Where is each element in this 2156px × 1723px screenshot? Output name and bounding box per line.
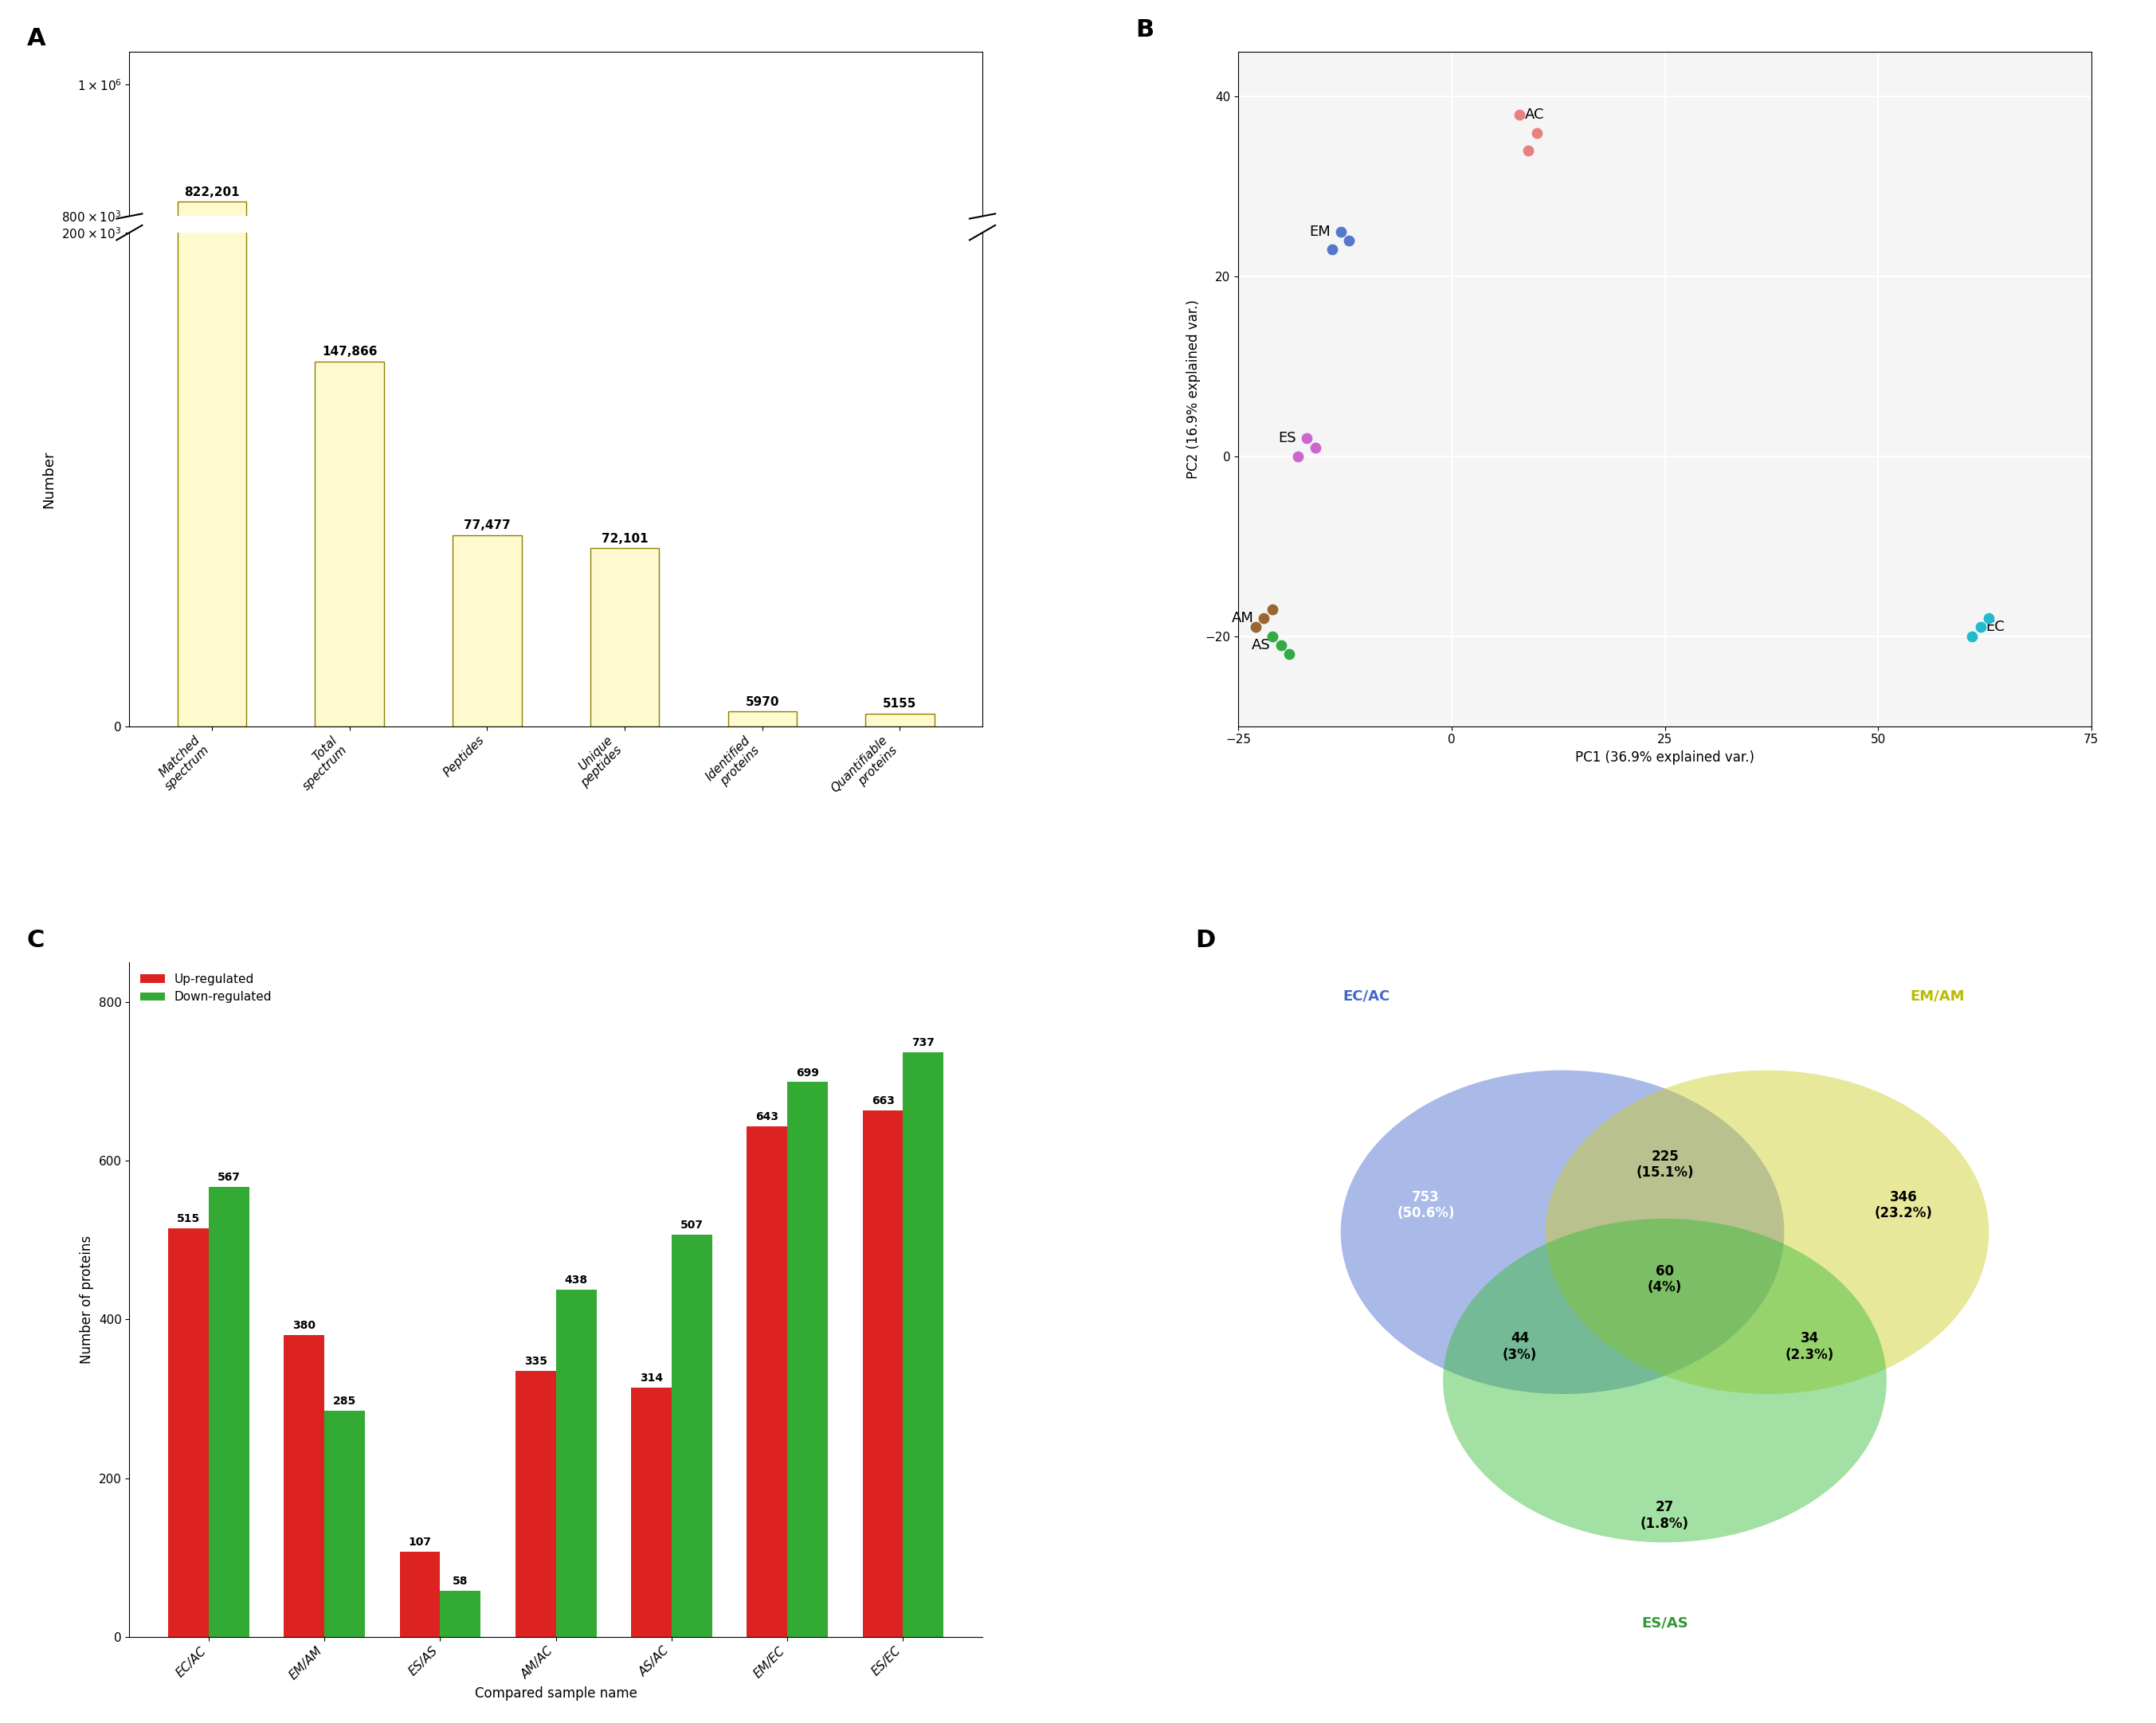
Text: 663: 663 [871,1096,895,1106]
Text: 515: 515 [177,1213,201,1225]
Bar [315,646,384,743]
Text: EM/AM: EM/AM [1910,989,1964,1003]
Text: AC: AC [1524,107,1544,122]
Ellipse shape [1442,1218,1886,1542]
Text: EM: EM [1309,224,1330,239]
Text: EC/AC: EC/AC [1343,989,1391,1003]
Bar [787,1082,828,1637]
Ellipse shape [1546,1070,1990,1394]
Text: 225
(15.1%): 225 (15.1%) [1636,1149,1695,1180]
Bar [591,548,660,725]
Text: ES: ES [1279,431,1296,446]
Text: 438: 438 [565,1273,589,1285]
Text: EC: EC [1986,620,2005,634]
Bar [177,0,246,725]
Text: AS: AS [1253,638,1270,653]
Text: D: D [1197,929,1216,951]
Point [1332,227,1367,255]
Text: 107: 107 [407,1537,431,1547]
Text: 507: 507 [681,1220,703,1230]
Point [1315,236,1350,264]
Bar [862,1111,903,1637]
Text: 58: 58 [453,1577,468,1587]
Bar [399,1552,440,1637]
Y-axis label: Number: Number [41,451,56,508]
Point [1263,632,1298,660]
Point [1238,613,1272,641]
Point [1503,102,1537,129]
Text: C: C [28,929,45,951]
Legend: Up-regulated, Down-regulated: Up-regulated, Down-regulated [136,968,276,1008]
Text: 737: 737 [912,1037,936,1048]
Text: 44
(3%): 44 (3%) [1503,1332,1537,1363]
Bar [632,1387,673,1637]
Text: 285: 285 [332,1396,356,1406]
Text: 34
(2.3%): 34 (2.3%) [1785,1332,1835,1363]
Point [1964,613,1999,641]
Text: 567: 567 [218,1172,241,1184]
Point [1973,605,2007,632]
Point [1255,596,1289,624]
Text: 5970: 5970 [746,696,778,708]
Bar [177,202,246,743]
Ellipse shape [1341,1070,1785,1394]
Bar [591,694,660,743]
Text: 5155: 5155 [884,698,916,710]
Bar [865,739,934,743]
Bar [323,1411,364,1637]
Bar [729,712,798,725]
Text: 60
(4%): 60 (4%) [1647,1265,1682,1294]
Bar [865,713,934,725]
Point [1289,424,1324,451]
Bar [453,691,522,743]
Bar [556,1289,597,1637]
Text: ES/AS: ES/AS [1641,1616,1688,1630]
Text: 643: 643 [755,1111,778,1123]
Point [1511,136,1546,164]
Text: A: A [28,28,45,50]
Text: 147,866: 147,866 [321,346,377,358]
Y-axis label: Number of proteins: Number of proteins [80,1235,95,1365]
Point [1520,119,1554,146]
Text: 77,477: 77,477 [464,519,511,531]
Text: AM: AM [1231,612,1253,625]
Y-axis label: PC2 (16.9% explained var.): PC2 (16.9% explained var.) [1186,300,1201,479]
Bar [315,362,384,725]
Bar [453,536,522,725]
Bar [729,739,798,743]
X-axis label: Compared sample name: Compared sample name [474,1687,636,1701]
Bar [746,1127,787,1637]
Point [1246,605,1281,632]
Bar [285,1335,323,1637]
Bar [168,1228,209,1637]
Bar [903,1053,944,1637]
Point [1281,443,1315,470]
Text: 346
(23.2%): 346 (23.2%) [1874,1189,1932,1220]
Text: 27
(1.8%): 27 (1.8%) [1641,1501,1688,1532]
Bar [515,1372,556,1637]
Text: 314: 314 [640,1373,662,1384]
Point [1255,622,1289,650]
X-axis label: PC1 (36.9% explained var.): PC1 (36.9% explained var.) [1576,750,1755,765]
Text: 699: 699 [796,1067,819,1079]
Text: 335: 335 [524,1356,548,1366]
Text: 380: 380 [293,1320,315,1332]
Point [1298,434,1332,462]
Bar [440,1590,481,1637]
Bar [209,1187,250,1637]
Point [1324,217,1358,245]
Text: 72,101: 72,101 [602,532,649,544]
Text: 753
(50.6%): 753 (50.6%) [1397,1189,1455,1220]
Point [1272,641,1307,669]
Point [1955,622,1990,650]
Bar [673,1234,711,1637]
Text: B: B [1136,17,1153,41]
Text: 822,201: 822,201 [183,186,239,198]
